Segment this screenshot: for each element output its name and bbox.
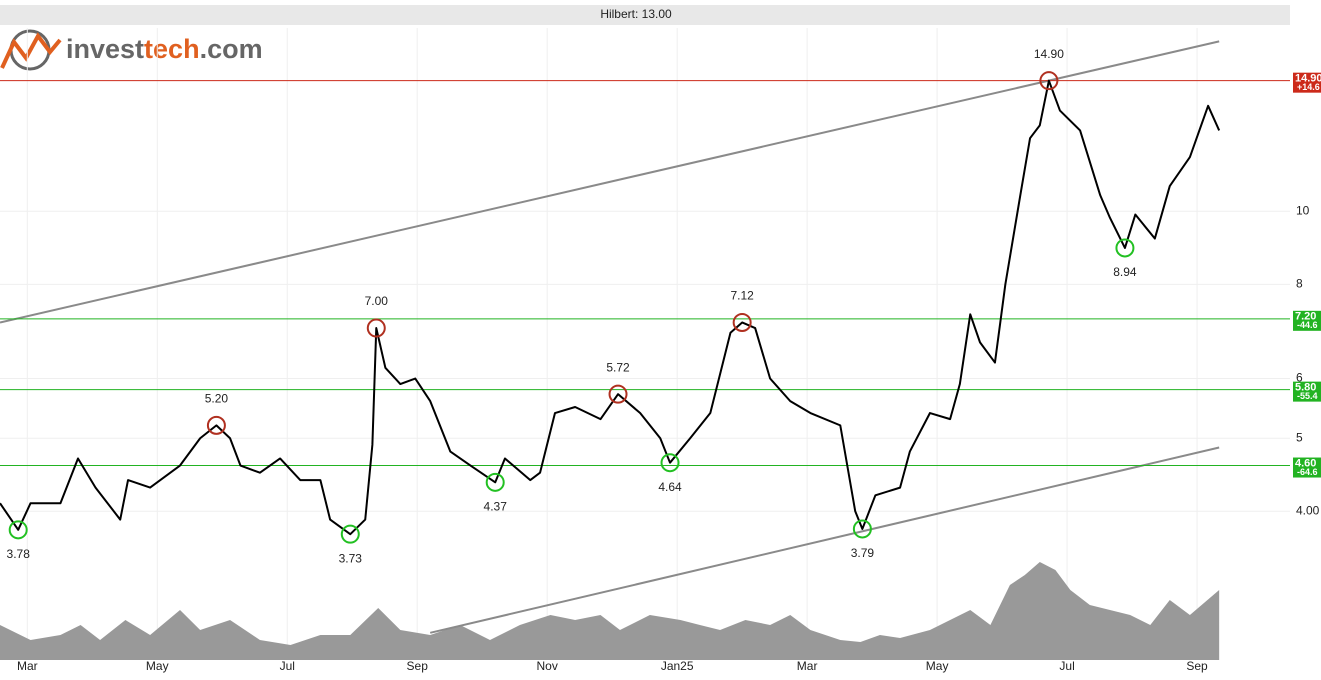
logo-zigzag <box>0 32 62 69</box>
extreme-label: 5.20 <box>205 392 229 406</box>
extreme-label: 7.00 <box>365 294 389 308</box>
extreme-marker <box>206 415 226 435</box>
y-tick-label: 5 <box>1296 430 1303 444</box>
logo-part: tech <box>144 34 200 64</box>
x-tick-label: May <box>926 659 949 673</box>
trend-line <box>429 446 1220 634</box>
level-badge <box>1293 381 1321 402</box>
grid <box>0 28 1290 660</box>
y-tick-label: 10 <box>1296 203 1310 217</box>
level-price: 5.80 <box>1295 382 1316 394</box>
x-tick-label: Nov <box>537 659 558 673</box>
level-change: +14.6 <box>1297 82 1320 92</box>
x-tick-label: Sep <box>407 659 429 673</box>
extreme-label: 4.37 <box>484 499 508 513</box>
extreme-label: 14.90 <box>1034 47 1064 61</box>
level-change: -64.6 <box>1297 467 1318 477</box>
extreme-marker <box>8 520 28 540</box>
extreme-label: 8.94 <box>1113 265 1137 279</box>
x-tick-label: May <box>146 659 169 673</box>
extreme-marker <box>608 384 628 404</box>
extreme-marker <box>660 453 680 473</box>
extreme-label: 3.73 <box>339 551 363 565</box>
x-tick-label: Mar <box>17 659 38 673</box>
x-tick-label: Sep <box>1186 659 1208 673</box>
extreme-label: 3.79 <box>851 546 875 560</box>
x-tick-label: Mar <box>797 659 818 673</box>
x-tick-label: Jan25 <box>661 659 694 673</box>
level-price: 14.90 <box>1295 73 1321 85</box>
y-tick-label: 4.00 <box>1296 503 1320 517</box>
logo-part: .com <box>200 34 263 64</box>
extreme-marker <box>340 524 360 544</box>
extreme-marker <box>732 312 752 332</box>
level-price: 4.60 <box>1295 457 1316 469</box>
level-badge <box>1293 310 1321 331</box>
extreme-label: 4.64 <box>658 480 682 494</box>
y-tick-label: 6 <box>1296 371 1303 385</box>
level-badge <box>1293 457 1321 478</box>
x-tick-label: Jul <box>280 659 295 673</box>
trend-line <box>0 40 1220 324</box>
level-price: 7.20 <box>1295 311 1316 323</box>
plot: 3.78 5.20 3.73 7.00 4.37 5.72 4.64 7.12 3.79 14.9… <box>0 40 1290 660</box>
x-tick-label: Jul <box>1059 659 1074 673</box>
extreme-marker <box>366 318 386 338</box>
chart-title: Hilbert: 13.00 <box>600 7 672 21</box>
y-tick-label: 8 <box>1296 276 1303 290</box>
level-badge <box>1293 72 1321 93</box>
extreme-label: 7.12 <box>730 289 754 303</box>
price-line <box>0 79 1221 536</box>
title-bar <box>0 5 1290 25</box>
extreme-marker <box>852 519 872 539</box>
level-change: -55.4 <box>1297 391 1318 401</box>
extreme-marker <box>1039 71 1059 91</box>
logo-part: invest <box>66 34 144 64</box>
extreme-marker <box>1115 238 1135 258</box>
logo: investtech.com <box>0 29 263 71</box>
logo-text: investtech.com <box>66 34 263 64</box>
extreme-label: 3.78 <box>7 547 31 561</box>
volume-area <box>0 562 1220 660</box>
extreme-marker <box>485 472 505 492</box>
extreme-label: 5.72 <box>606 360 630 374</box>
level-change: -44.6 <box>1297 320 1318 330</box>
